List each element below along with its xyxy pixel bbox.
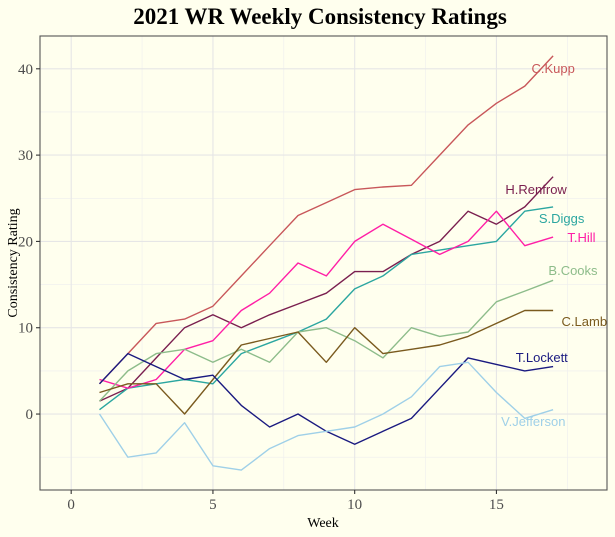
y-tick-label: 0 — [26, 407, 34, 423]
series-line-t-hill — [99, 210, 554, 389]
series-label-v-jefferson: V.Jefferson — [501, 414, 565, 429]
series-label-c-lamb: C.Lamb — [562, 314, 608, 329]
y-tick-label: 30 — [18, 148, 33, 164]
chart-title: 2021 WR Weekly Consistency Ratings — [133, 4, 507, 29]
x-tick-label: 0 — [67, 497, 75, 513]
series-lines — [98, 55, 554, 471]
series-label-h-renfrow: H.Renfrow — [505, 182, 567, 197]
series-label-t-hill: T.Hill — [567, 230, 595, 245]
x-tick-label: 15 — [489, 497, 504, 513]
series-line-h-renfrow — [99, 176, 554, 402]
panel-border — [39, 35, 608, 491]
series-label-c-kupp: C.Kupp — [531, 61, 574, 76]
x-tick-label: 5 — [209, 497, 217, 513]
y-tick-label: 10 — [18, 321, 33, 337]
series-label-s-diggs: S.Diggs — [539, 211, 585, 226]
axes: 0 10 20 30 40 0 5 10 15 — [18, 62, 504, 513]
series-line-c-lamb — [99, 309, 554, 415]
x-axis-title: Week — [307, 516, 339, 531]
y-tick-label: 20 — [18, 234, 33, 250]
y-tick-label: 40 — [18, 62, 33, 78]
series-label-t-lockett: T.Lockett — [516, 350, 568, 365]
series-line-v-jefferson — [98, 361, 554, 471]
series-line-c-kupp — [98, 55, 554, 385]
y-axis-title: Consistency Rating — [6, 208, 21, 317]
series-labels: C.Kupp H.Renfrow S.Diggs T.Hill B.Cooks C.Lam… — [501, 61, 607, 429]
x-tick-label: 10 — [347, 497, 362, 513]
series-line-s-diggs — [99, 206, 554, 411]
gridlines — [40, 36, 607, 490]
series-line-b-cooks — [98, 279, 554, 402]
series-label-b-cooks: B.Cooks — [548, 263, 598, 278]
